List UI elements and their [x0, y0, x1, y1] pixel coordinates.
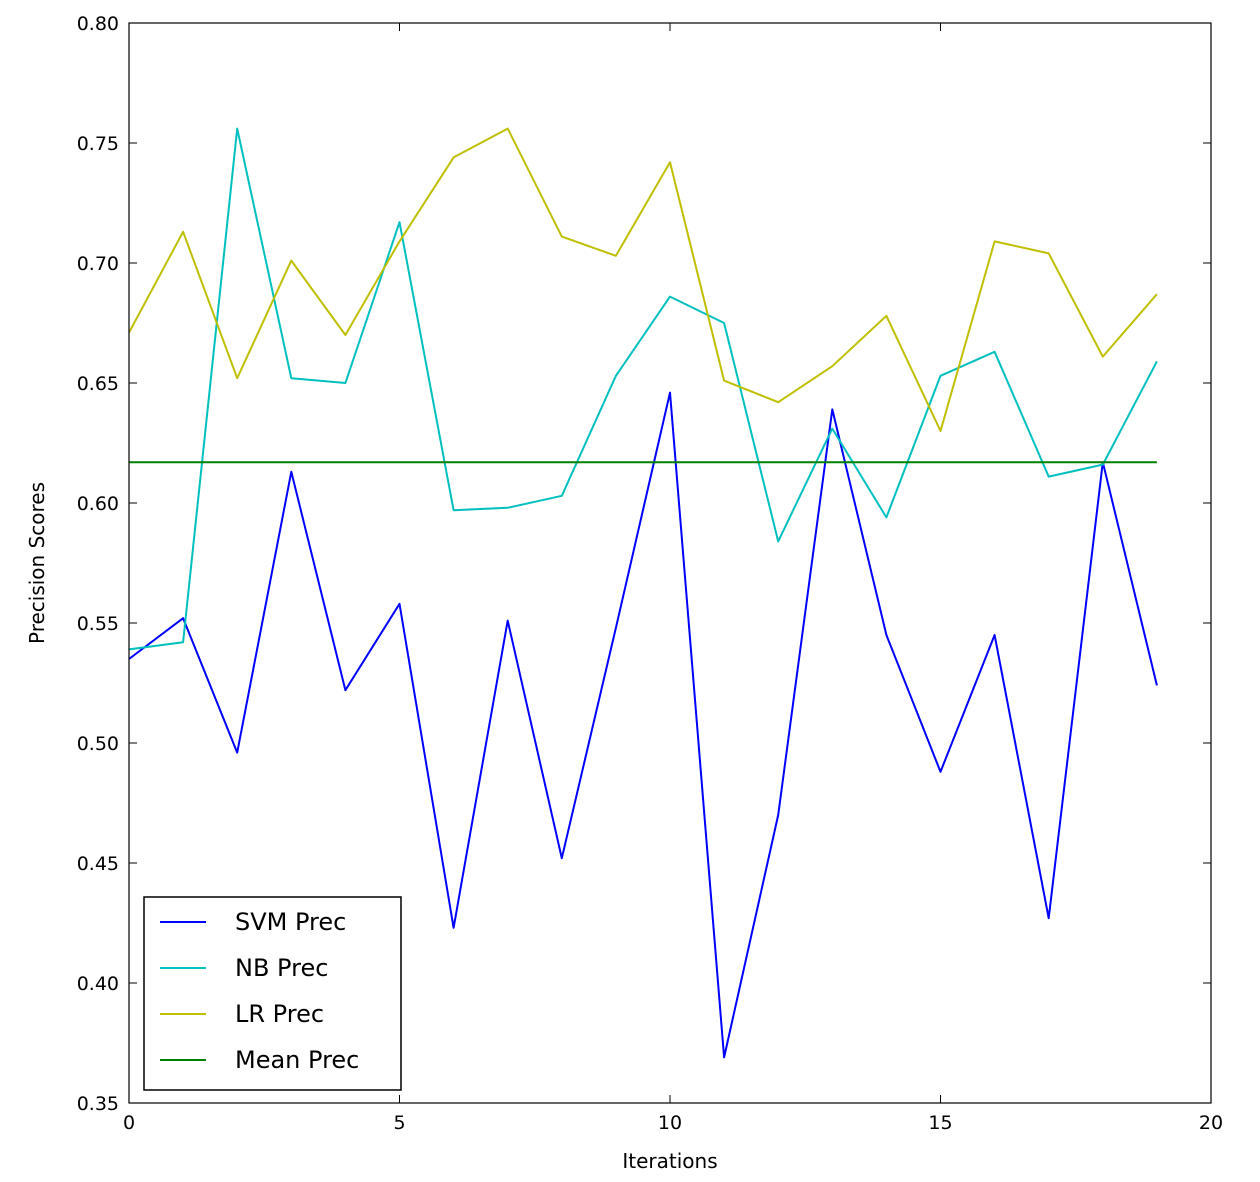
y-tick-label: 0.65 [77, 373, 119, 395]
x-tick-label: 5 [393, 1112, 405, 1134]
y-tick-label: 0.75 [77, 133, 119, 155]
y-tick-label: 0.60 [77, 493, 119, 515]
series-line-nb-prec [128, 127, 1158, 651]
x-tick-label: 10 [658, 1112, 682, 1134]
y-tick-label: 0.40 [77, 973, 119, 995]
y-tick-label: 0.35 [77, 1093, 119, 1115]
ticks-layer: 0 5 10 15 20 0.35 0.40 0.45 0.50 0.55 0.60 0.65 0.70… [77, 13, 1223, 1134]
legend-label-nb-prec: NB Prec [235, 954, 328, 982]
legend-box [143, 896, 402, 1091]
y-tick-label: 0.70 [77, 253, 119, 275]
x-axis-label: Iterations [622, 1149, 717, 1173]
legend-label-lr-prec: LR Prec [235, 1000, 324, 1028]
legend-label-mean-prec: Mean Prec [235, 1046, 359, 1074]
legend: SVM Prec NB Prec LR Prec Mean Prec [143, 896, 402, 1091]
y-tick-label: 0.45 [77, 853, 119, 875]
series-line-lr-prec [128, 127, 1158, 432]
y-axis-label: Precision Scores [25, 482, 49, 644]
x-tick-label: 15 [928, 1112, 952, 1134]
y-tick-label: 0.55 [77, 613, 119, 635]
y-tick-label: 0.80 [77, 13, 119, 35]
legend-label-svm-prec: SVM Prec [235, 908, 346, 936]
x-tick-label: 20 [1199, 1112, 1223, 1134]
x-tick-label: 0 [123, 1112, 135, 1134]
series-line-svm-prec [128, 391, 1158, 1059]
y-tick-label: 0.50 [77, 733, 119, 755]
series-layer [128, 127, 1158, 1059]
